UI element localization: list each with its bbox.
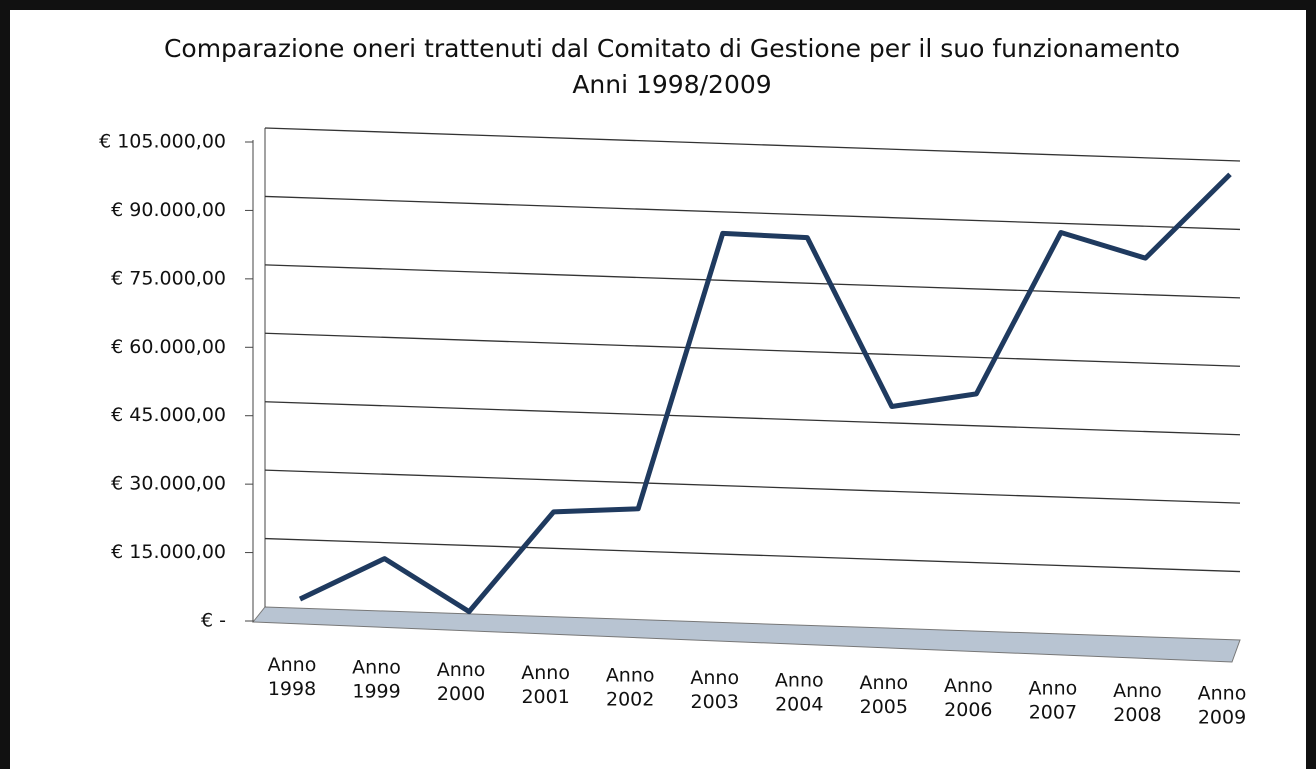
x-tick-label: Anno 2004 xyxy=(775,669,824,715)
grid-line xyxy=(264,401,1241,436)
y-tick-label: € 105.000,00 xyxy=(99,131,226,153)
x-tick-label: Anno 2008 xyxy=(1113,680,1162,726)
y-tick-label: € 90.000,00 xyxy=(111,199,226,221)
chart-subtitle: Anni 1998/2009 xyxy=(572,70,771,99)
grid-line xyxy=(264,332,1241,367)
floor xyxy=(251,606,1241,663)
grid-line xyxy=(264,537,1241,573)
grid-line xyxy=(264,264,1241,299)
y-tick-label: € 45.000,00 xyxy=(111,404,226,426)
x-tick-label: Anno 2002 xyxy=(606,664,655,710)
data-line xyxy=(298,172,1232,615)
y-tick-label: € - xyxy=(201,610,226,632)
x-tick-label: Anno 1999 xyxy=(352,656,401,702)
x-tick-label: Anno 2001 xyxy=(521,661,570,707)
grid-line xyxy=(264,469,1241,504)
y-tick-label: € 30.000,00 xyxy=(111,473,226,495)
y-tick-label: € 15.000,00 xyxy=(111,541,226,563)
grid-line xyxy=(264,195,1241,231)
y-tick-label: € 75.000,00 xyxy=(111,267,226,289)
chart-title: Comparazione oneri trattenuti dal Comita… xyxy=(164,34,1180,63)
x-tick-label: Anno 2005 xyxy=(859,672,908,718)
grid-line xyxy=(264,127,1241,162)
x-tick-label: Anno 2000 xyxy=(437,659,486,705)
x-tick-label: Anno 2009 xyxy=(1198,682,1247,728)
x-tick-label: Anno 2003 xyxy=(690,667,739,713)
x-tick-label: Anno 2007 xyxy=(1029,677,1078,723)
x-tick-label: Anno 1998 xyxy=(268,654,317,700)
x-tick-label: Anno 2006 xyxy=(944,674,993,720)
y-tick-label: € 60.000,00 xyxy=(111,336,226,358)
